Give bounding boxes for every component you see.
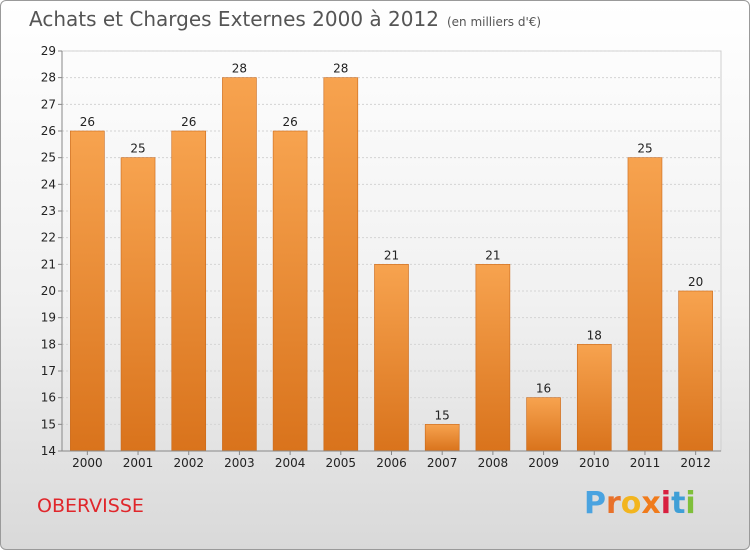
x-tick-label: 2000 <box>72 456 103 470</box>
y-tick-label: 14 <box>41 444 56 458</box>
bar-value-label: 21 <box>485 248 500 262</box>
bar-2012 <box>678 290 713 452</box>
bars: 26 25 26 28 26 28 21 15 21 16 18 25 20 <box>70 62 713 452</box>
bar-value-label: 26 <box>181 115 196 129</box>
x-tick-label: 2009 <box>528 456 559 470</box>
y-tick-label: 16 <box>41 391 56 405</box>
bar-2006 <box>374 264 409 452</box>
bar-value-label: 26 <box>80 115 95 129</box>
logo-letter: t <box>671 486 686 521</box>
y-tick-label: 20 <box>41 284 56 298</box>
x-tick-label: 2007 <box>427 456 458 470</box>
y-tick-label: 22 <box>41 231 56 245</box>
logo-letter: o <box>620 486 642 521</box>
bar-2002 <box>171 130 207 452</box>
bar-value-label: 21 <box>384 248 399 262</box>
y-tick-label: 24 <box>41 177 56 191</box>
y-tick-label: 21 <box>41 257 56 271</box>
y-tick-label: 18 <box>41 337 56 351</box>
bar-2001 <box>120 157 156 452</box>
logo-letter: P <box>584 486 606 521</box>
bar-2008 <box>475 264 511 452</box>
y-tick-label: 29 <box>41 44 56 58</box>
bar-value-label: 25 <box>637 142 652 156</box>
logo-letter: i <box>660 486 672 521</box>
y-tick-label: 26 <box>41 124 56 138</box>
x-tick-label: 2003 <box>224 456 255 470</box>
logo-letter: i <box>685 486 696 521</box>
bar-value-label: 26 <box>282 115 297 129</box>
x-tick-label: 2006 <box>376 456 407 470</box>
bar-value-label: 18 <box>587 328 602 342</box>
y-tick-label: 28 <box>41 71 56 85</box>
bar-2009 <box>526 397 561 452</box>
logo-letter: x <box>641 486 661 521</box>
logo-letter: r <box>606 486 621 521</box>
chart-title-block: Achats et Charges Externes 2000 à 2012 (e… <box>29 7 541 31</box>
x-tick-label: 2001 <box>123 456 154 470</box>
bar-2003 <box>222 77 257 452</box>
bar-value-label: 20 <box>688 275 703 289</box>
y-tick-label: 27 <box>41 97 56 111</box>
x-tick-label: 2004 <box>275 456 306 470</box>
x-tick-label: 2002 <box>173 456 204 470</box>
bar-value-label: 15 <box>435 408 450 422</box>
x-tick-label: 2005 <box>326 456 357 470</box>
bar-value-label: 28 <box>232 62 247 76</box>
x-tick-label: 2010 <box>579 456 610 470</box>
y-tick-label: 19 <box>41 311 56 325</box>
y-tick-label: 23 <box>41 204 56 218</box>
bar-value-label: 25 <box>130 142 145 156</box>
bar-2005 <box>323 77 359 452</box>
bar-2010 <box>576 344 612 452</box>
x-tick-label: 2011 <box>630 456 661 470</box>
bar-2004 <box>272 130 308 452</box>
bar-2000 <box>70 130 105 452</box>
y-tick-label: 17 <box>41 364 56 378</box>
bar-2007 <box>424 424 460 452</box>
bar-2011 <box>627 157 663 452</box>
chart-title: Achats et Charges Externes 2000 à 2012 <box>29 7 439 31</box>
y-tick-label: 15 <box>41 417 56 431</box>
bar-value-label: 16 <box>536 382 551 396</box>
town-name: OBERVISSE <box>37 495 144 517</box>
x-tick-label: 2012 <box>680 456 711 470</box>
y-tick-label: 25 <box>41 151 56 165</box>
x-axis: 2000 2001 2002 2003 2004 2005 2006 2007 2008 2009… <box>62 450 721 470</box>
y-axis: 14 15 16 17 18 19 20 21 22 23 24 25 26 27 28 29 <box>41 44 63 458</box>
chart-subtitle: (en milliers d'€) <box>446 15 542 29</box>
x-tick-label: 2008 <box>478 456 509 470</box>
bar-value-label: 28 <box>333 62 348 76</box>
proxiti-logo[interactable]: Proxiti <box>584 486 696 521</box>
